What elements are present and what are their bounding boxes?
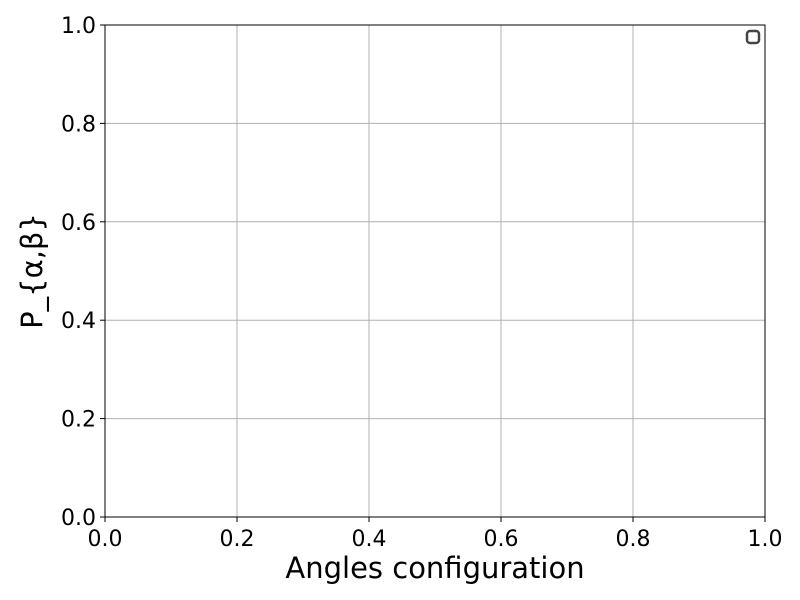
x-tick-label: 1.0 (748, 527, 783, 552)
y-tick-label: 1.0 (61, 14, 96, 39)
x-tick-label: 0.8 (616, 527, 651, 552)
x-tick-labels: 0.0 0.2 0.4 0.6 0.8 1.0 (88, 527, 783, 552)
x-tick-label: 0.0 (88, 527, 123, 552)
axis-ticks (100, 24, 766, 522)
grid-lines (104, 24, 766, 518)
y-tick-label: 0.2 (61, 408, 96, 433)
legend-box (745, 29, 761, 45)
x-tick-label: 0.2 (220, 527, 255, 552)
plot-area-frame (104, 24, 766, 518)
y-tick-label: 0.8 (61, 112, 96, 137)
y-tick-label: 0.0 (61, 506, 96, 531)
y-tick-label: 0.4 (61, 309, 96, 334)
y-tick-label: 0.6 (61, 211, 96, 236)
x-axis-label: Angles configuration (285, 551, 584, 585)
y-axis-label: P_{α,β} (15, 213, 49, 329)
y-tick-labels: 0.0 0.2 0.4 0.6 0.8 1.0 (61, 14, 96, 531)
x-tick-label: 0.4 (352, 527, 387, 552)
x-tick-label: 0.6 (484, 527, 519, 552)
